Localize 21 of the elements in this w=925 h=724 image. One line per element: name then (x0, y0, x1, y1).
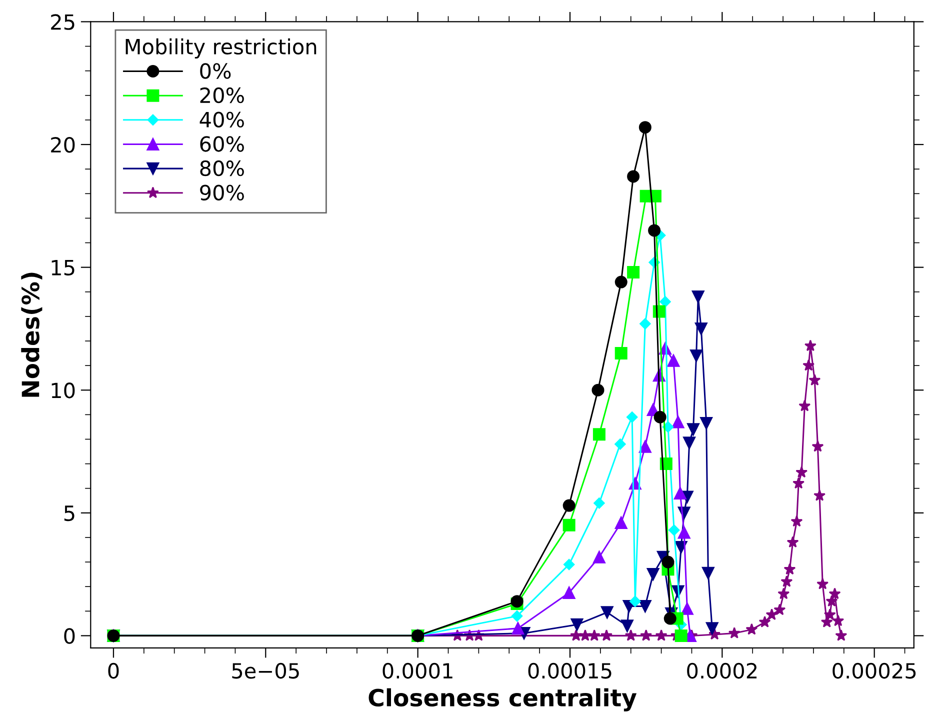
y-tick-label: 10 (52, 382, 75, 398)
y-axis-title: Nodes(%) (21, 272, 42, 397)
x-tick-label: 0.0002 (687, 662, 757, 679)
y-tick-label: 25 (51, 14, 74, 30)
legend-label: 90% (200, 184, 244, 200)
x-tick-label: 0.0001 (382, 662, 452, 679)
x-axis-title: Closeness centrality (368, 688, 637, 712)
y-tick-label: 15 (52, 260, 74, 276)
legend-label: 20% (200, 87, 244, 104)
y-tick-label: 20 (51, 136, 75, 153)
y-tick-label: 0 (64, 628, 75, 644)
x-tick-label: 5e−05 (232, 662, 299, 679)
legend-title: Mobility restriction (126, 38, 316, 59)
legend-label: 60% (200, 136, 244, 152)
legend-label: 80% (200, 160, 244, 176)
legend-label: 40% (200, 112, 244, 128)
x-tick-label: 0.00015 (528, 662, 612, 679)
legend-label: 0% (200, 63, 231, 79)
x-tick-label: 0.00025 (832, 662, 916, 679)
x-tick-label: 0 (108, 662, 119, 679)
y-tick-label: 5 (64, 506, 74, 522)
